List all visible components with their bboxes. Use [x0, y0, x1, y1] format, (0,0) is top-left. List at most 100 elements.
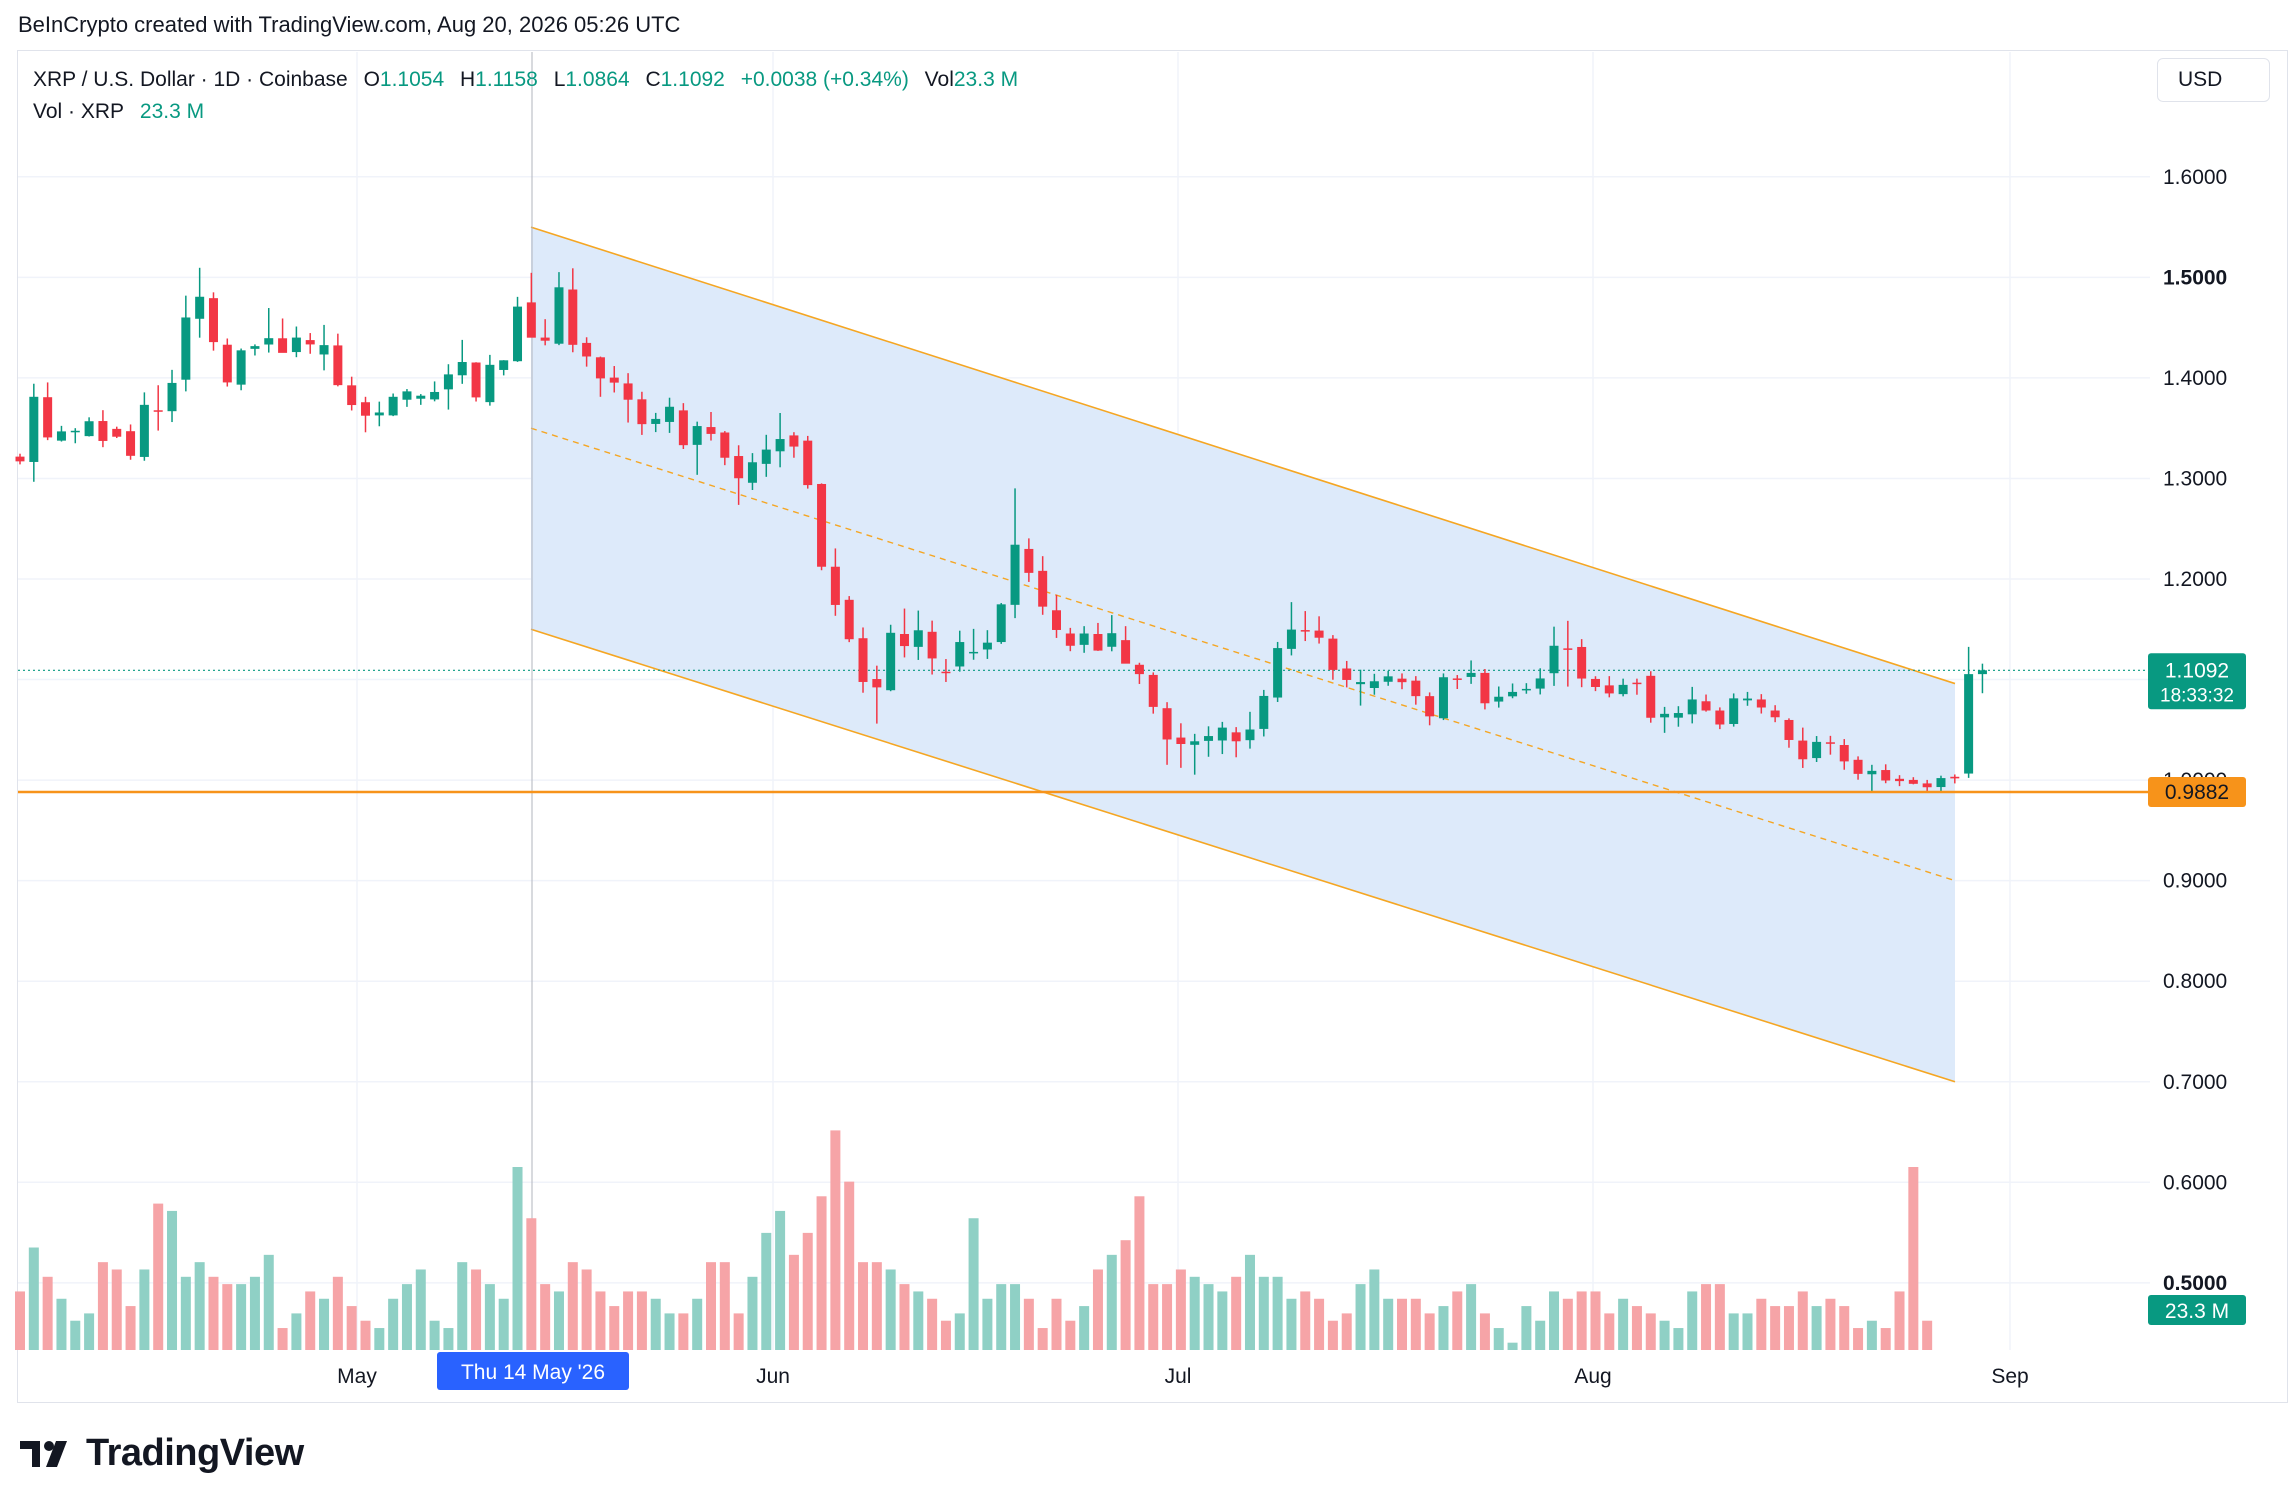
candle[interactable] — [1369, 673, 1379, 695]
candle[interactable] — [1245, 711, 1255, 749]
candle[interactable] — [485, 354, 495, 406]
candle[interactable] — [416, 394, 426, 405]
candle[interactable] — [1079, 626, 1089, 653]
candle[interactable] — [291, 326, 301, 358]
candle[interactable] — [70, 428, 80, 444]
candle[interactable] — [250, 344, 260, 356]
candle[interactable] — [1231, 727, 1241, 758]
candle[interactable] — [526, 272, 536, 338]
candle[interactable] — [305, 333, 315, 354]
candle[interactable] — [1632, 678, 1642, 695]
candle[interactable] — [1162, 702, 1172, 765]
candle[interactable] — [1121, 626, 1131, 664]
candle[interactable] — [582, 337, 592, 367]
candle[interactable] — [665, 397, 675, 433]
candle[interactable] — [1743, 691, 1752, 706]
candle[interactable] — [208, 292, 218, 351]
candle[interactable] — [1590, 676, 1600, 692]
candle[interactable] — [319, 324, 329, 371]
candle[interactable] — [43, 382, 53, 441]
candle[interactable] — [1466, 660, 1476, 684]
candle[interactable] — [374, 401, 384, 427]
candle[interactable] — [499, 360, 509, 376]
candle[interactable] — [1756, 694, 1766, 714]
candle[interactable] — [1646, 671, 1656, 723]
candle[interactable] — [1881, 764, 1891, 784]
candle[interactable] — [720, 431, 730, 466]
candle[interactable] — [1038, 556, 1048, 615]
candle[interactable] — [1438, 673, 1448, 721]
candle[interactable] — [1563, 620, 1573, 687]
candle[interactable] — [1977, 663, 1987, 694]
candle[interactable] — [1618, 678, 1628, 697]
candle[interactable] — [1356, 669, 1366, 706]
candle[interactable] — [402, 389, 412, 407]
candle[interactable] — [1604, 676, 1614, 698]
candle[interactable] — [1660, 706, 1670, 733]
candle[interactable] — [540, 319, 550, 346]
candle[interactable] — [1812, 736, 1822, 763]
candle[interactable] — [1148, 672, 1158, 714]
candle[interactable] — [1535, 668, 1545, 695]
candle[interactable] — [1577, 639, 1587, 688]
candle[interactable] — [1687, 686, 1697, 724]
candle[interactable] — [651, 412, 661, 433]
candle[interactable] — [1300, 611, 1310, 642]
candle[interactable] — [457, 339, 467, 384]
candle[interactable] — [153, 385, 163, 431]
candle[interactable] — [1508, 683, 1518, 699]
candle[interactable] — [1839, 739, 1849, 770]
candle[interactable] — [1259, 689, 1269, 737]
candle[interactable] — [706, 411, 716, 441]
candle[interactable] — [609, 366, 619, 393]
candle[interactable] — [1328, 635, 1338, 680]
candle[interactable] — [1770, 705, 1780, 723]
candle[interactable] — [98, 410, 108, 448]
candle[interactable] — [761, 434, 771, 477]
candle[interactable] — [1411, 676, 1421, 705]
candle[interactable] — [1895, 775, 1905, 787]
candle[interactable] — [747, 453, 757, 491]
candle[interactable] — [430, 381, 440, 402]
candle[interactable] — [927, 620, 937, 675]
candle[interactable] — [29, 383, 39, 482]
candle[interactable] — [775, 412, 785, 468]
candle[interactable] — [872, 665, 882, 724]
candle[interactable] — [1190, 733, 1200, 775]
currency-button[interactable]: USD — [2157, 58, 2270, 102]
candle[interactable] — [1342, 660, 1352, 688]
candle[interactable] — [443, 364, 453, 410]
candle[interactable] — [1950, 774, 1960, 784]
candle[interactable] — [1065, 627, 1075, 652]
candle[interactable] — [1784, 718, 1794, 748]
candle[interactable] — [1286, 602, 1296, 656]
candle[interactable] — [1093, 622, 1103, 651]
volume-study-label[interactable]: Vol · XRP — [33, 100, 125, 123]
candle[interactable] — [789, 432, 799, 458]
candle[interactable] — [1204, 726, 1214, 757]
candle[interactable] — [886, 624, 896, 692]
candle[interactable] — [195, 267, 205, 338]
candle[interactable] — [15, 453, 25, 465]
candle[interactable] — [236, 348, 246, 391]
symbol-title[interactable]: XRP / U.S. Dollar · 1D · Coinbase — [33, 68, 348, 91]
candle[interactable] — [1314, 616, 1324, 644]
candle[interactable] — [554, 272, 564, 346]
candle[interactable] — [222, 338, 232, 387]
candle[interactable] — [1480, 668, 1490, 710]
candle[interactable] — [1397, 673, 1407, 690]
candle[interactable] — [1052, 594, 1061, 638]
candle[interactable] — [623, 373, 633, 423]
candle[interactable] — [513, 296, 523, 362]
tradingview-logo[interactable]: TradingView — [20, 1432, 304, 1475]
candle[interactable] — [112, 426, 122, 439]
candle[interactable] — [1383, 670, 1393, 686]
candle[interactable] — [1673, 706, 1683, 727]
candle[interactable] — [595, 356, 605, 397]
candle[interactable] — [1549, 626, 1559, 686]
candle[interactable] — [1922, 779, 1932, 792]
candle[interactable] — [1825, 735, 1835, 755]
candle[interactable] — [1425, 692, 1435, 726]
candle[interactable] — [844, 596, 854, 643]
